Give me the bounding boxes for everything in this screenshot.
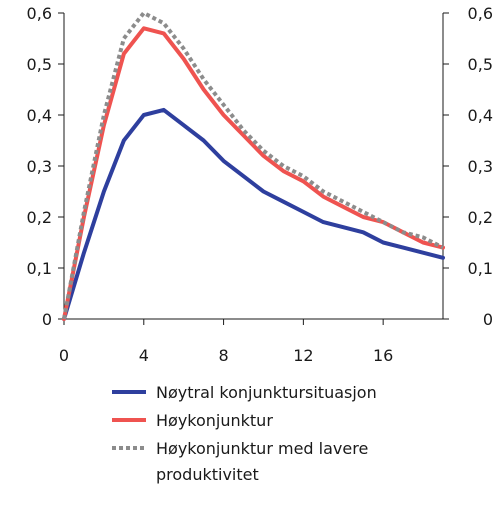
y-tick-label-right: 0,2 [468, 208, 493, 227]
y-tick-label-right: 0,6 [468, 4, 493, 23]
y-tick-label-left: 0,2 [27, 208, 52, 227]
y-tick-label-left: 0 [42, 310, 52, 329]
y-tick-label-right: 0,5 [468, 55, 493, 74]
x-tick-label: 8 [218, 346, 228, 365]
y-tick-label-left: 0,6 [27, 4, 52, 23]
y-tick-label-left: 0,1 [27, 259, 52, 278]
y-tick-label-left: 0,4 [27, 106, 52, 125]
legend: Nøytral konjunktursituasjon Høykonjunktur… [112, 383, 377, 484]
series-line-1 [62, 107, 445, 321]
legend-label-3: Høykonjunktur med lavere [156, 439, 368, 458]
x-tick-label: 12 [293, 346, 313, 365]
data-series [62, 11, 445, 321]
y-tick-label-left: 0,3 [27, 157, 52, 176]
y-tick-label-left: 0,5 [27, 55, 52, 74]
series-line-2 [62, 26, 445, 321]
legend-label-1: Nøytral konjunktursituasjon [156, 383, 377, 402]
y-tick-label-right: 0 [483, 310, 493, 329]
x-tick-label: 4 [139, 346, 149, 365]
y-tick-label-right: 0,3 [468, 157, 493, 176]
legend-label-2: Høykonjunktur [156, 411, 273, 430]
series-line-3 [62, 11, 444, 320]
tick-labels: 0 00,1 0,10,2 0,20,3 0,30,4 0,40,5 0,50,6 0,60 4… [27, 4, 493, 365]
legend-label-3: produktivitet [156, 465, 259, 484]
y-tick-label-right: 0,4 [468, 106, 493, 125]
y-tick-label-right: 0,1 [468, 259, 493, 278]
x-tick-label: 16 [373, 346, 393, 365]
x-tick-label: 0 [59, 346, 69, 365]
axes [58, 12, 449, 325]
